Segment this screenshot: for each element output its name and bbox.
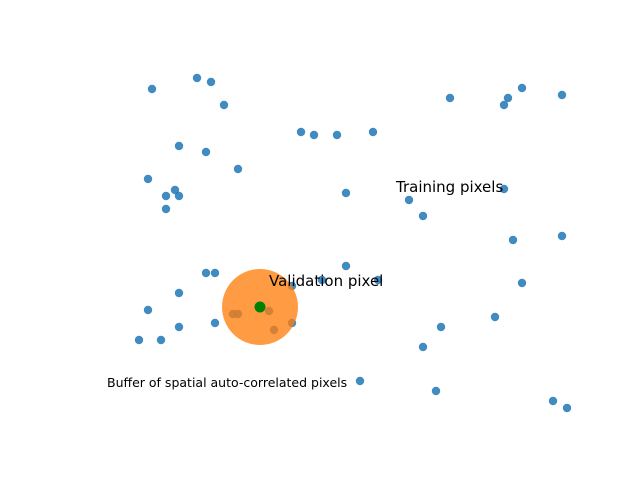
training-point (499, 100, 509, 110)
training-point (156, 335, 166, 345)
training-point (503, 93, 513, 103)
validation-point (254, 301, 266, 313)
training-point (517, 83, 527, 93)
validation-pixel-label: Validation pixel (269, 272, 383, 290)
training-point (206, 77, 216, 87)
training-point (436, 322, 446, 332)
training-point (332, 130, 342, 140)
training-point (517, 278, 527, 288)
training-point (341, 188, 351, 198)
buffer-label: Buffer of spatial auto-correlated pixels (107, 375, 347, 390)
training-point (192, 73, 202, 83)
training-point (341, 261, 351, 271)
training-point (201, 268, 211, 278)
training-point (233, 164, 243, 174)
training-point (418, 211, 428, 221)
training-point (201, 147, 211, 157)
training-point (562, 403, 572, 413)
training-point (174, 141, 184, 151)
training-point (170, 185, 180, 195)
training-point (508, 235, 518, 245)
training-point (557, 231, 567, 241)
training-point (210, 318, 220, 328)
training-point (445, 93, 455, 103)
training-point (296, 127, 306, 137)
training-point (309, 130, 319, 140)
training-pixels-label: Training pixels (395, 178, 503, 196)
training-point (373, 275, 383, 285)
training-point (404, 195, 414, 205)
training-point (174, 322, 184, 332)
training-point (548, 396, 558, 406)
training-point (317, 275, 327, 285)
training-point (557, 90, 567, 100)
training-point (431, 386, 441, 396)
training-point (174, 191, 184, 201)
training-point (134, 335, 144, 345)
training-point (219, 100, 229, 110)
training-point (161, 191, 171, 201)
training-point (418, 342, 428, 352)
training-point (210, 268, 220, 278)
training-point (147, 84, 157, 94)
training-point (490, 312, 500, 322)
training-point (174, 288, 184, 298)
training-point (143, 305, 153, 315)
training-point (143, 174, 153, 184)
training-point (499, 184, 509, 194)
training-point (368, 127, 378, 137)
training-point (355, 376, 365, 386)
training-point (161, 204, 171, 214)
